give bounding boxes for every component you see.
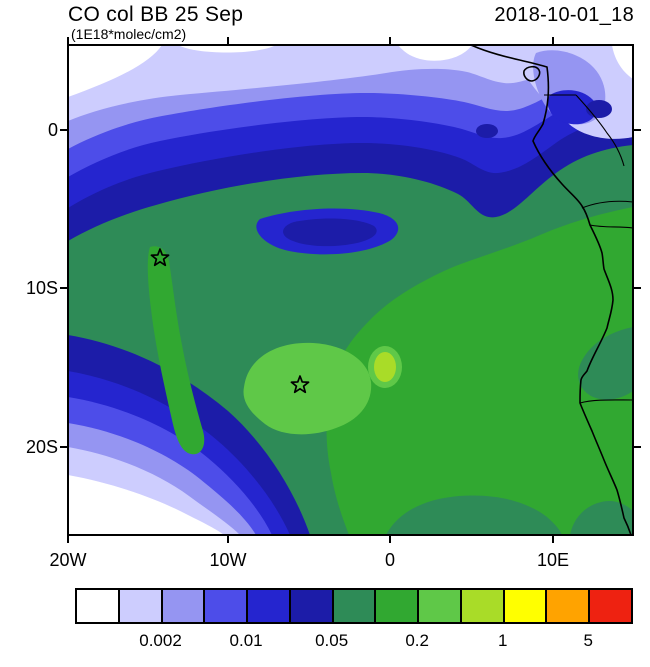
contour-darkblue-ne-blob xyxy=(586,100,612,118)
plot-timestamp: 2018-10-01_18 xyxy=(494,4,634,26)
colorbar-cell-1 xyxy=(118,589,162,623)
contour-region-green-main xyxy=(326,207,633,535)
colorbar-tick-label: 0.2 xyxy=(405,631,429,650)
contour-darkblue-coast-spot xyxy=(476,124,498,138)
colorbar-tick-label: 1 xyxy=(497,631,508,650)
contour-white-sw-corner xyxy=(68,475,224,535)
contour-white-ne-corner xyxy=(612,45,633,79)
country-border-congo-drc xyxy=(581,200,633,209)
colorbar-cell-7 xyxy=(375,589,419,623)
contour-white-nw-corner xyxy=(68,45,162,97)
colorbar-tick-label: 0.05 xyxy=(315,631,349,650)
y-axis-tick-label: 10S xyxy=(25,277,58,298)
contour-white-top-notch xyxy=(398,45,472,61)
contour-green-ridge-sliver xyxy=(147,246,205,455)
colorbar-cell-12 xyxy=(589,589,632,623)
y-axis-tick-label: 0 xyxy=(47,120,58,140)
contour-yellowgreen-patch xyxy=(374,352,396,382)
contour-darkblue-mid-core xyxy=(283,218,377,247)
map-border xyxy=(67,44,634,536)
colorbar-cell-0 xyxy=(76,589,119,623)
colorbar-tick-label: 0.002 xyxy=(139,631,182,650)
map-plot xyxy=(60,37,641,543)
country-border-angola-namibia xyxy=(579,399,633,404)
colorbar xyxy=(75,588,633,624)
country-border-angola-drc xyxy=(589,224,633,229)
colorbar-cell-6 xyxy=(332,589,376,623)
axis-ticks xyxy=(60,37,641,543)
colorbar-tick-label: 5 xyxy=(583,631,593,650)
colorbar-cell-9 xyxy=(460,589,504,623)
plot-units-subtitle: (1E18*molec/cm2) xyxy=(71,26,187,42)
colorbar-tick-label: 0.01 xyxy=(229,631,263,650)
contour-blue-ne-blob xyxy=(547,90,597,125)
x-axis-tick-label: 20W xyxy=(49,550,87,570)
african-coastline xyxy=(470,45,632,535)
colorbar-labels: 0.002 0.01 0.05 0.2 1 5 xyxy=(75,631,631,653)
star-marker-north xyxy=(150,248,170,267)
plot-title: CO col BB 25 Sep xyxy=(68,3,244,26)
colorbar-cell-3 xyxy=(204,589,248,623)
star-marker-south xyxy=(290,375,310,394)
contour-teal-bottom-right xyxy=(570,500,633,535)
contour-white-top-sliver xyxy=(178,45,276,53)
contour-field xyxy=(68,45,633,535)
x-axis-tick-label: 10E xyxy=(536,550,569,570)
colorbar-cell-5 xyxy=(289,589,333,623)
contour-teal-bottom-strip xyxy=(386,495,562,535)
y-axis-tick-label: 20S xyxy=(25,436,58,457)
contour-teal-coast-blob xyxy=(578,327,633,400)
colorbar-cell-4 xyxy=(247,589,290,623)
country-border-gabon-congo xyxy=(575,94,625,167)
colorbar-cell-8 xyxy=(418,589,461,623)
x-axis-tick-label: 10W xyxy=(209,550,247,570)
colorbar-cell-11 xyxy=(546,589,590,623)
colorbar-cell-10 xyxy=(503,589,547,623)
colorbar-cell-2 xyxy=(161,589,205,623)
contour-lightgreen-blob xyxy=(243,342,372,435)
x-axis-tick-label: 0 xyxy=(384,550,395,570)
contour-band-lavender-north xyxy=(68,45,633,121)
bioko-island-outline xyxy=(523,65,541,82)
